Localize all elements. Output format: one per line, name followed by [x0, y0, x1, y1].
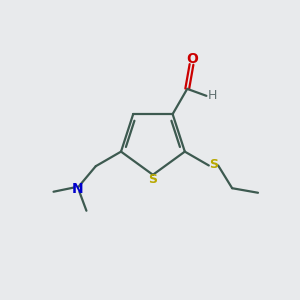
Text: N: N [72, 182, 84, 196]
Text: H: H [208, 89, 218, 102]
Text: S: S [148, 173, 158, 186]
Text: O: O [186, 52, 198, 66]
Text: S: S [210, 158, 219, 170]
